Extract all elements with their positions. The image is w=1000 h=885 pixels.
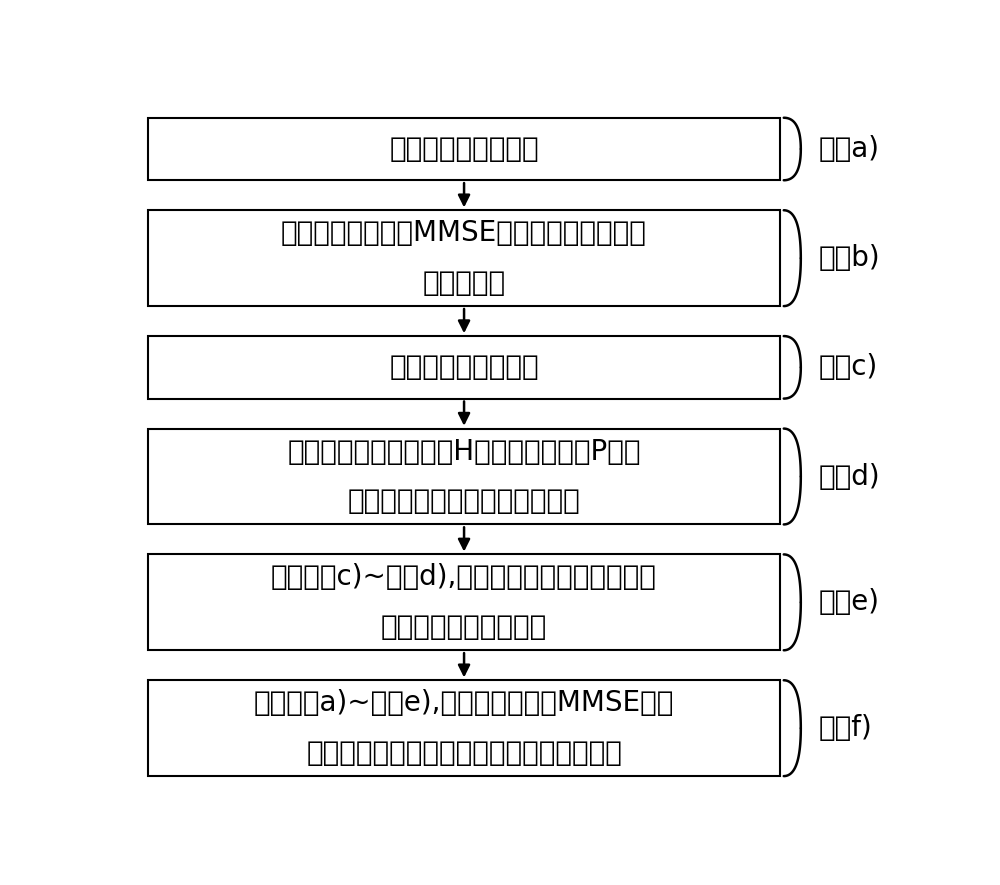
- Text: 步骤d): 步骤d): [819, 463, 880, 490]
- FancyBboxPatch shape: [148, 681, 780, 776]
- Text: 计算出数字接收机；: 计算出数字接收机；: [389, 135, 539, 163]
- Text: 重复步骤c)~步骤d),直至第一阈值与第二阈值的: 重复步骤c)~步骤d),直至第一阈值与第二阈值的: [271, 564, 657, 591]
- FancyBboxPatch shape: [148, 336, 780, 398]
- Text: 差小于第一迭代阈值；: 差小于第一迭代阈值；: [381, 613, 547, 642]
- Text: 步骤b): 步骤b): [819, 244, 880, 273]
- Text: 步骤e): 步骤e): [819, 589, 880, 616]
- Text: 小，更新第一阈值或第二阈值；: 小，更新第一阈值或第二阈值；: [348, 488, 580, 515]
- FancyBboxPatch shape: [148, 211, 780, 306]
- Text: 与其对应的逆矩阵的迹小于第二迭代阈值；: 与其对应的逆矩阵的迹小于第二迭代阈值；: [306, 739, 622, 767]
- Text: 步骤c): 步骤c): [819, 353, 878, 381]
- FancyBboxPatch shape: [148, 428, 780, 525]
- Text: 重复步骤a)~步骤e),直至接收信号的MMSE矩阵: 重复步骤a)~步骤e),直至接收信号的MMSE矩阵: [254, 689, 674, 717]
- FancyBboxPatch shape: [148, 554, 780, 650]
- Text: 计算出接收信号的MMSE矩阵，并更新其对应: 计算出接收信号的MMSE矩阵，并更新其对应: [281, 219, 647, 247]
- Text: 步骤f): 步骤f): [819, 714, 872, 743]
- Text: 步骤a): 步骤a): [819, 135, 880, 163]
- Text: 更新数字预编码器；: 更新数字预编码器；: [389, 353, 539, 381]
- FancyBboxPatch shape: [148, 118, 780, 181]
- Text: 的逆矩阵；: 的逆矩阵；: [422, 269, 506, 297]
- Text: 判断数字预编码器与其H转置矩阵的迹与P的大: 判断数字预编码器与其H转置矩阵的迹与P的大: [287, 437, 641, 466]
